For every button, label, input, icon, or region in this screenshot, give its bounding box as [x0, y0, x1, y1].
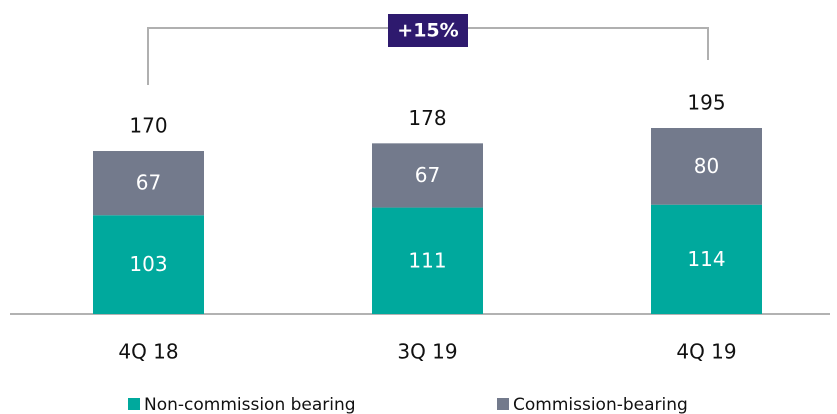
bar-segment [372, 143, 483, 208]
bar-segment [651, 204, 762, 314]
legend-label: Non-commission bearing [144, 395, 356, 414]
bar-segment [93, 151, 204, 216]
segment-label: 67 [415, 163, 440, 187]
legend-swatch [128, 398, 140, 410]
segment-label: 114 [687, 247, 725, 271]
annotation-box [388, 14, 468, 47]
segment-label: 111 [408, 248, 446, 272]
segment-label: 67 [136, 171, 161, 195]
segment-label: 80 [694, 154, 719, 178]
total-label: 178 [408, 106, 446, 130]
total-label: 195 [687, 91, 725, 115]
x-tick-label: 3Q 19 [397, 340, 457, 364]
total-label: 170 [129, 114, 167, 138]
annotation: +15% [397, 20, 458, 42]
segment-label: 103 [129, 252, 167, 276]
x-tick-label: 4Q 18 [118, 340, 178, 364]
legend-label: Commission-bearing [513, 395, 688, 414]
bar-segment [93, 215, 204, 314]
legend-swatch [497, 398, 509, 410]
x-tick-label: 4Q 19 [676, 340, 736, 364]
bar-segment [372, 207, 483, 314]
bar-segment [651, 128, 762, 205]
